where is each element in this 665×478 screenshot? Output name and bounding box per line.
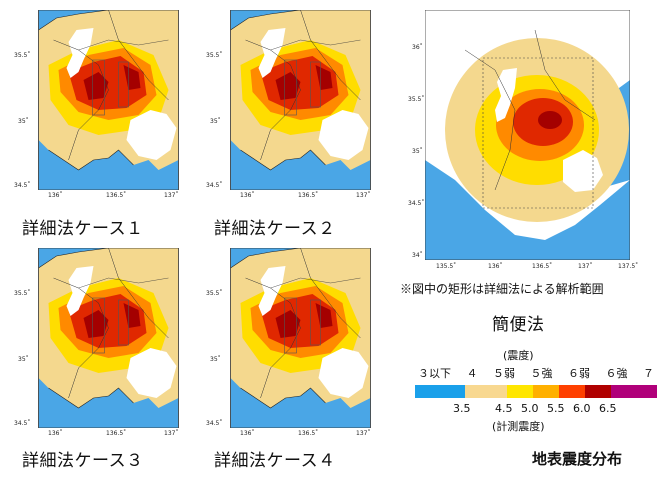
x-tick-label: 135.5˚ <box>436 263 457 270</box>
legend-swatch <box>465 385 507 398</box>
intensity-legend: (震度) ３以下 ４ ５弱 ５強 ６弱 ６強 ７ 3.5 4.5 5.0 5.5… <box>400 345 662 445</box>
x-tick-label: 136.5˚ <box>298 430 319 437</box>
legend-swatch <box>533 385 559 398</box>
y-tick-label: 35.5˚ <box>14 290 31 297</box>
legend-intensity-label: ３以下 <box>418 367 451 380</box>
legend-tick-label: 6.5 <box>599 402 617 415</box>
legend-intensity-label: ５強 <box>530 367 553 380</box>
map-panel-simple: 36˚ 35.5˚ 35˚ 34.5˚ 34˚ 135.5˚ 136˚ 136.… <box>400 10 662 340</box>
intensity-map-case3 <box>38 248 179 428</box>
map-panel-case3: 35.5˚ 35˚ 34.5˚ 136˚ 136.5˚ 137˚ 詳細法ケース３ <box>14 248 199 478</box>
map-panel-case1: 35.5˚ 35˚ 34.5˚ 136˚ 136.5˚ 137˚ 詳細法ケース１ <box>14 10 199 240</box>
y-tick-label: 34.5˚ <box>14 420 31 427</box>
y-tick-label: 34.5˚ <box>408 200 425 207</box>
x-tick-label: 136˚ <box>240 192 255 199</box>
legend-swatch <box>415 385 465 398</box>
y-tick-label: 35˚ <box>412 148 423 155</box>
legend-tick-label: 5.5 <box>547 402 565 415</box>
x-tick-label: 137˚ <box>164 430 179 437</box>
map-panel-case4: 35.5˚ 35˚ 34.5˚ 136˚ 136.5˚ 137˚ 詳細法ケース４ <box>206 248 391 478</box>
x-tick-label: 136.5˚ <box>298 192 319 199</box>
legend-tick-label: 6.0 <box>573 402 591 415</box>
legend-intensity-label: ６弱 <box>568 367 590 380</box>
panel-caption: 詳細法ケース２ <box>214 219 336 239</box>
legend-tick-label: 5.0 <box>521 402 539 415</box>
panel-caption: 簡便法 <box>492 315 545 335</box>
figure-title: 地表震度分布 <box>532 450 623 468</box>
x-tick-label: 137˚ <box>356 192 371 199</box>
map-panel-case2: 35.5˚ 35˚ 34.5˚ 136˚ 136.5˚ 137˚ 詳細法ケース２ <box>206 10 391 240</box>
x-tick-label: 137˚ <box>356 430 371 437</box>
analysis-range-note: ※図中の矩形は詳細法による解析範囲 <box>400 282 604 296</box>
legend-tick-label: 3.5 <box>453 402 471 415</box>
legend-swatch <box>585 385 611 398</box>
x-tick-label: 137˚ <box>578 263 593 270</box>
x-tick-label: 136˚ <box>48 430 63 437</box>
legend-swatch <box>611 385 657 398</box>
x-tick-label: 136.5˚ <box>106 430 127 437</box>
y-tick-label: 34.5˚ <box>206 182 223 189</box>
y-tick-label: 35˚ <box>210 118 221 125</box>
y-tick-label: 35.5˚ <box>14 52 31 59</box>
legend-tick-label: 4.5 <box>495 402 513 415</box>
y-tick-label: 35.5˚ <box>206 52 223 59</box>
x-tick-label: 136˚ <box>240 430 255 437</box>
y-tick-label: 35˚ <box>18 118 29 125</box>
x-tick-label: 136.5˚ <box>106 192 127 199</box>
y-tick-label: 34˚ <box>412 252 423 259</box>
y-tick-label: 34.5˚ <box>206 420 223 427</box>
x-tick-label: 137˚ <box>164 192 179 199</box>
x-tick-label: 137.5˚ <box>618 263 639 270</box>
legend-intensity-label: ６強 <box>605 367 628 380</box>
panel-caption: 詳細法ケース１ <box>22 219 144 239</box>
y-tick-label: 35.5˚ <box>408 96 425 103</box>
intensity-map-simple <box>425 10 630 260</box>
panel-caption: 詳細法ケース４ <box>214 451 336 471</box>
legend-swatch <box>507 385 533 398</box>
intensity-map-case4 <box>230 248 371 428</box>
legend-color-bar <box>415 385 657 398</box>
legend-swatch <box>559 385 585 398</box>
y-tick-label: 35˚ <box>210 356 221 363</box>
legend-intensity-label: ４ <box>466 367 478 380</box>
intensity-map-case1 <box>38 10 179 190</box>
y-tick-label: 36˚ <box>412 44 423 51</box>
y-tick-label: 35˚ <box>18 356 29 363</box>
legend-bottom-title: (計測震度) <box>492 420 545 433</box>
x-tick-label: 136.5˚ <box>532 263 553 270</box>
x-tick-label: 136˚ <box>488 263 503 270</box>
intensity-map-case2 <box>230 10 371 190</box>
x-tick-label: 136˚ <box>48 192 63 199</box>
legend-intensity-label: ７ <box>643 367 654 380</box>
legend-intensity-label: ５弱 <box>493 367 515 380</box>
y-tick-label: 34.5˚ <box>14 182 31 189</box>
legend-top-title: (震度) <box>503 349 534 362</box>
y-tick-label: 35.5˚ <box>206 290 223 297</box>
panel-caption: 詳細法ケース３ <box>22 451 144 471</box>
